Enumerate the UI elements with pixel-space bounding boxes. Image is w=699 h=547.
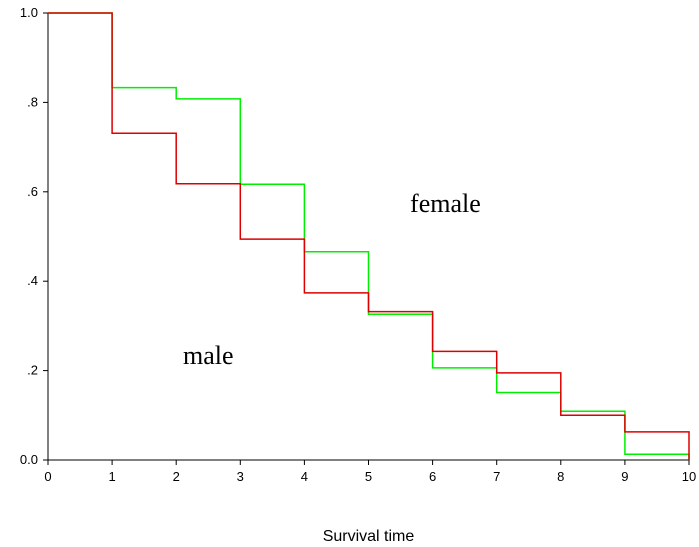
x-axis-title: Survival time [323,528,415,545]
x-tick-label: 8 [557,469,564,484]
x-tick-label: 4 [301,469,308,484]
annotation-male: male [183,341,234,370]
x-tick-label: 3 [237,469,244,484]
survival-step-line-2 [48,12,690,460]
y-tick-label: .6 [27,184,38,199]
annotation-layer: female male [183,189,481,370]
x-tick-label: 2 [173,469,180,484]
annotation-female: female [410,189,481,218]
survival-step-line-1 [48,12,690,460]
x-tick-label: 6 [429,469,436,484]
y-tick-label: .2 [27,363,38,378]
y-tick-label: .8 [27,94,38,109]
y-tick-label: .4 [27,273,38,288]
y-tick-label: 1.0 [20,5,38,20]
x-tick-label: 10 [682,469,696,484]
x-tick-label: 5 [365,469,372,484]
axes: 0 1 2 3 4 5 6 7 8 9 10 0.0 .2 .4 .6 .8 1.0 [20,5,696,484]
y-tick-label: 0.0 [20,452,38,467]
x-tick-label: 1 [108,469,115,484]
series-layer [48,12,690,460]
x-tick-label: 9 [621,469,628,484]
x-tick-label: 0 [44,469,51,484]
x-tick-label: 7 [493,469,500,484]
y-axis-ticks: 0.0 .2 .4 .6 .8 1.0 [20,5,48,467]
x-axis-ticks: 0 1 2 3 4 5 6 7 8 9 10 [44,460,696,484]
